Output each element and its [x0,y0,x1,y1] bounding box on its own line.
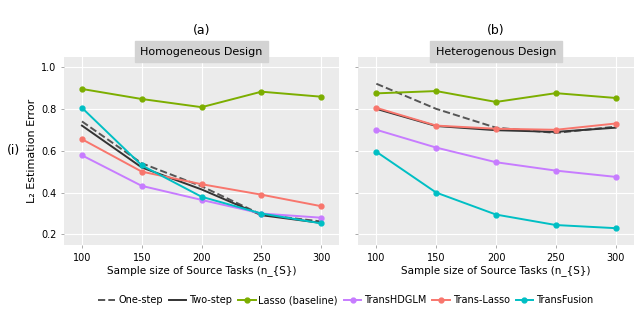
Text: (a): (a) [193,24,211,37]
X-axis label: Sample size of Source Tasks (n_{S}): Sample size of Source Tasks (n_{S}) [107,265,296,276]
X-axis label: Sample size of Source Tasks (n_{S}): Sample size of Source Tasks (n_{S}) [401,265,591,276]
Legend: One-step, Two-step, Lasso (baseline), TransHDGLM, Trans-Lasso, TransFusion: One-step, Two-step, Lasso (baseline), Tr… [94,291,597,309]
Text: (b): (b) [487,24,505,37]
Title: Heterogenous Design: Heterogenous Design [436,46,556,57]
Text: (i): (i) [6,144,20,157]
Title: Homogeneous Design: Homogeneous Design [140,46,263,57]
Y-axis label: L₂ Estimation Error: L₂ Estimation Error [27,99,37,203]
